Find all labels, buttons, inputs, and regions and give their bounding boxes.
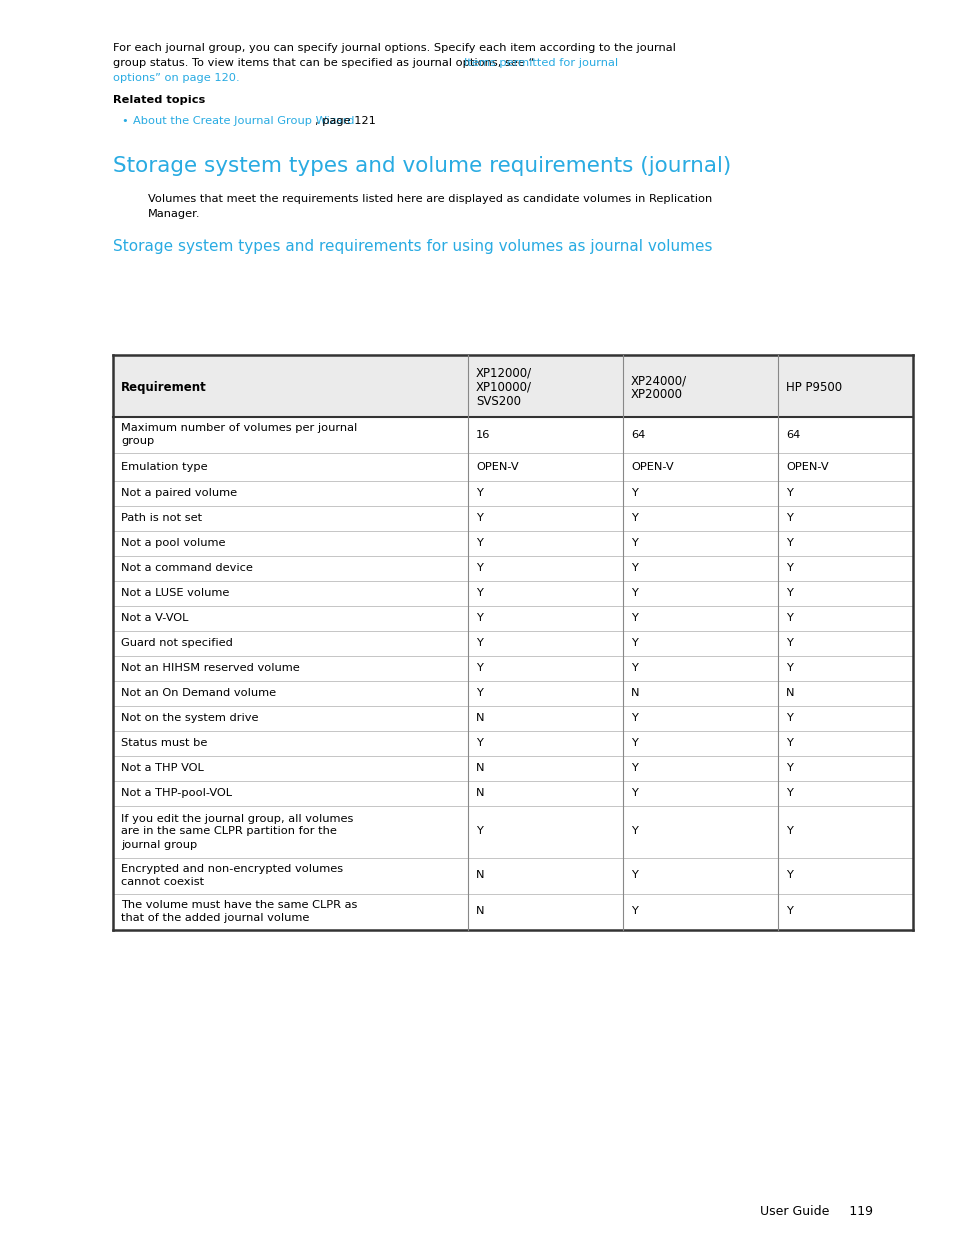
Text: Y: Y bbox=[785, 538, 792, 548]
Text: N: N bbox=[476, 763, 484, 773]
Text: XP10000/: XP10000/ bbox=[476, 382, 532, 394]
Text: N: N bbox=[785, 688, 794, 698]
Text: Y: Y bbox=[630, 613, 638, 622]
Text: XP12000/: XP12000/ bbox=[476, 367, 532, 380]
Text: Y: Y bbox=[785, 713, 792, 722]
Text: 64: 64 bbox=[630, 430, 644, 440]
Text: Y: Y bbox=[476, 826, 482, 836]
Text: Y: Y bbox=[476, 488, 482, 498]
Text: Maximum number of volumes per journal: Maximum number of volumes per journal bbox=[121, 424, 356, 433]
Text: Y: Y bbox=[785, 588, 792, 598]
Text: Y: Y bbox=[630, 906, 638, 916]
Text: Y: Y bbox=[476, 688, 482, 698]
Text: Y: Y bbox=[476, 538, 482, 548]
Text: Y: Y bbox=[476, 638, 482, 648]
Text: Y: Y bbox=[476, 663, 482, 673]
Text: Y: Y bbox=[785, 488, 792, 498]
Text: Not a LUSE volume: Not a LUSE volume bbox=[121, 588, 229, 598]
Text: Y: Y bbox=[476, 739, 482, 748]
Text: Y: Y bbox=[630, 588, 638, 598]
Text: Not an On Demand volume: Not an On Demand volume bbox=[121, 688, 275, 698]
Text: Storage system types and requirements for using volumes as journal volumes: Storage system types and requirements fo… bbox=[112, 240, 712, 254]
Text: Y: Y bbox=[630, 871, 638, 881]
Text: options” on page 120.: options” on page 120. bbox=[112, 73, 239, 83]
Text: Y: Y bbox=[785, 788, 792, 798]
Text: HP P9500: HP P9500 bbox=[785, 382, 841, 394]
Text: Y: Y bbox=[785, 513, 792, 522]
Text: N: N bbox=[476, 713, 484, 722]
Text: Volumes that meet the requirements listed here are displayed as candidate volume: Volumes that meet the requirements liste… bbox=[148, 194, 712, 204]
Text: User Guide     119: User Guide 119 bbox=[760, 1205, 872, 1218]
Text: Items permitted for journal: Items permitted for journal bbox=[463, 58, 618, 68]
Text: Y: Y bbox=[630, 513, 638, 522]
Text: Y: Y bbox=[476, 613, 482, 622]
Text: 64: 64 bbox=[785, 430, 800, 440]
Text: cannot coexist: cannot coexist bbox=[121, 877, 204, 887]
Text: Y: Y bbox=[630, 638, 638, 648]
Text: Not on the system drive: Not on the system drive bbox=[121, 713, 258, 722]
Text: Storage system types and volume requirements (journal): Storage system types and volume requirem… bbox=[112, 156, 731, 177]
Text: Manager.: Manager. bbox=[148, 209, 200, 219]
Text: N: N bbox=[476, 788, 484, 798]
Text: XP20000: XP20000 bbox=[630, 388, 682, 401]
Bar bbox=[112, 354, 912, 417]
Text: group: group bbox=[121, 436, 154, 446]
Text: Path is not set: Path is not set bbox=[121, 513, 202, 522]
Text: that of the added journal volume: that of the added journal volume bbox=[121, 913, 309, 923]
Text: Status must be: Status must be bbox=[121, 739, 207, 748]
Text: Y: Y bbox=[630, 788, 638, 798]
Text: Not a THP-pool-VOL: Not a THP-pool-VOL bbox=[121, 788, 232, 798]
Text: Y: Y bbox=[630, 763, 638, 773]
Text: SVS200: SVS200 bbox=[476, 395, 520, 408]
Text: Requirement: Requirement bbox=[121, 382, 207, 394]
Text: Y: Y bbox=[785, 906, 792, 916]
Text: Y: Y bbox=[476, 513, 482, 522]
Text: , page 121: , page 121 bbox=[314, 116, 375, 126]
Text: N: N bbox=[630, 688, 639, 698]
Text: OPEN-V: OPEN-V bbox=[476, 462, 518, 472]
Text: Y: Y bbox=[785, 563, 792, 573]
Text: XP24000/: XP24000/ bbox=[630, 374, 686, 387]
Text: group status. To view items that can be specified as journal options, see “: group status. To view items that can be … bbox=[112, 58, 534, 68]
Text: Y: Y bbox=[630, 538, 638, 548]
Text: Y: Y bbox=[785, 739, 792, 748]
Text: Y: Y bbox=[785, 826, 792, 836]
Text: Not a command device: Not a command device bbox=[121, 563, 253, 573]
Text: OPEN-V: OPEN-V bbox=[785, 462, 828, 472]
Text: Not a V-VOL: Not a V-VOL bbox=[121, 613, 188, 622]
Text: Not a paired volume: Not a paired volume bbox=[121, 488, 237, 498]
Text: Y: Y bbox=[630, 826, 638, 836]
Text: journal group: journal group bbox=[121, 840, 197, 850]
Text: Not a pool volume: Not a pool volume bbox=[121, 538, 225, 548]
Text: The volume must have the same CLPR as: The volume must have the same CLPR as bbox=[121, 900, 357, 910]
Text: •: • bbox=[121, 116, 128, 126]
Text: Y: Y bbox=[630, 663, 638, 673]
Text: Y: Y bbox=[785, 663, 792, 673]
Text: Y: Y bbox=[785, 763, 792, 773]
Text: Y: Y bbox=[630, 739, 638, 748]
Text: If you edit the journal group, all volumes: If you edit the journal group, all volum… bbox=[121, 814, 353, 824]
Text: For each journal group, you can specify journal options. Specify each item accor: For each journal group, you can specify … bbox=[112, 43, 675, 53]
Text: N: N bbox=[476, 871, 484, 881]
Text: Not a THP VOL: Not a THP VOL bbox=[121, 763, 204, 773]
Text: Y: Y bbox=[476, 563, 482, 573]
Text: Y: Y bbox=[630, 563, 638, 573]
Text: Y: Y bbox=[785, 638, 792, 648]
Text: Emulation type: Emulation type bbox=[121, 462, 208, 472]
Text: Y: Y bbox=[476, 588, 482, 598]
Text: are in the same CLPR partition for the: are in the same CLPR partition for the bbox=[121, 826, 336, 836]
Text: Guard not specified: Guard not specified bbox=[121, 638, 233, 648]
Text: Y: Y bbox=[630, 713, 638, 722]
Text: OPEN-V: OPEN-V bbox=[630, 462, 673, 472]
Text: Not an HIHSM reserved volume: Not an HIHSM reserved volume bbox=[121, 663, 299, 673]
Text: Encrypted and non-encrypted volumes: Encrypted and non-encrypted volumes bbox=[121, 864, 343, 874]
Text: N: N bbox=[476, 906, 484, 916]
Text: Y: Y bbox=[630, 488, 638, 498]
Text: Related topics: Related topics bbox=[112, 95, 205, 105]
Text: 16: 16 bbox=[476, 430, 490, 440]
Text: Y: Y bbox=[785, 871, 792, 881]
Text: group status. To view items that can be specified as journal options, see “: group status. To view items that can be … bbox=[112, 58, 534, 68]
Text: About the Create Journal Group Wizard: About the Create Journal Group Wizard bbox=[132, 116, 355, 126]
Text: Y: Y bbox=[785, 613, 792, 622]
